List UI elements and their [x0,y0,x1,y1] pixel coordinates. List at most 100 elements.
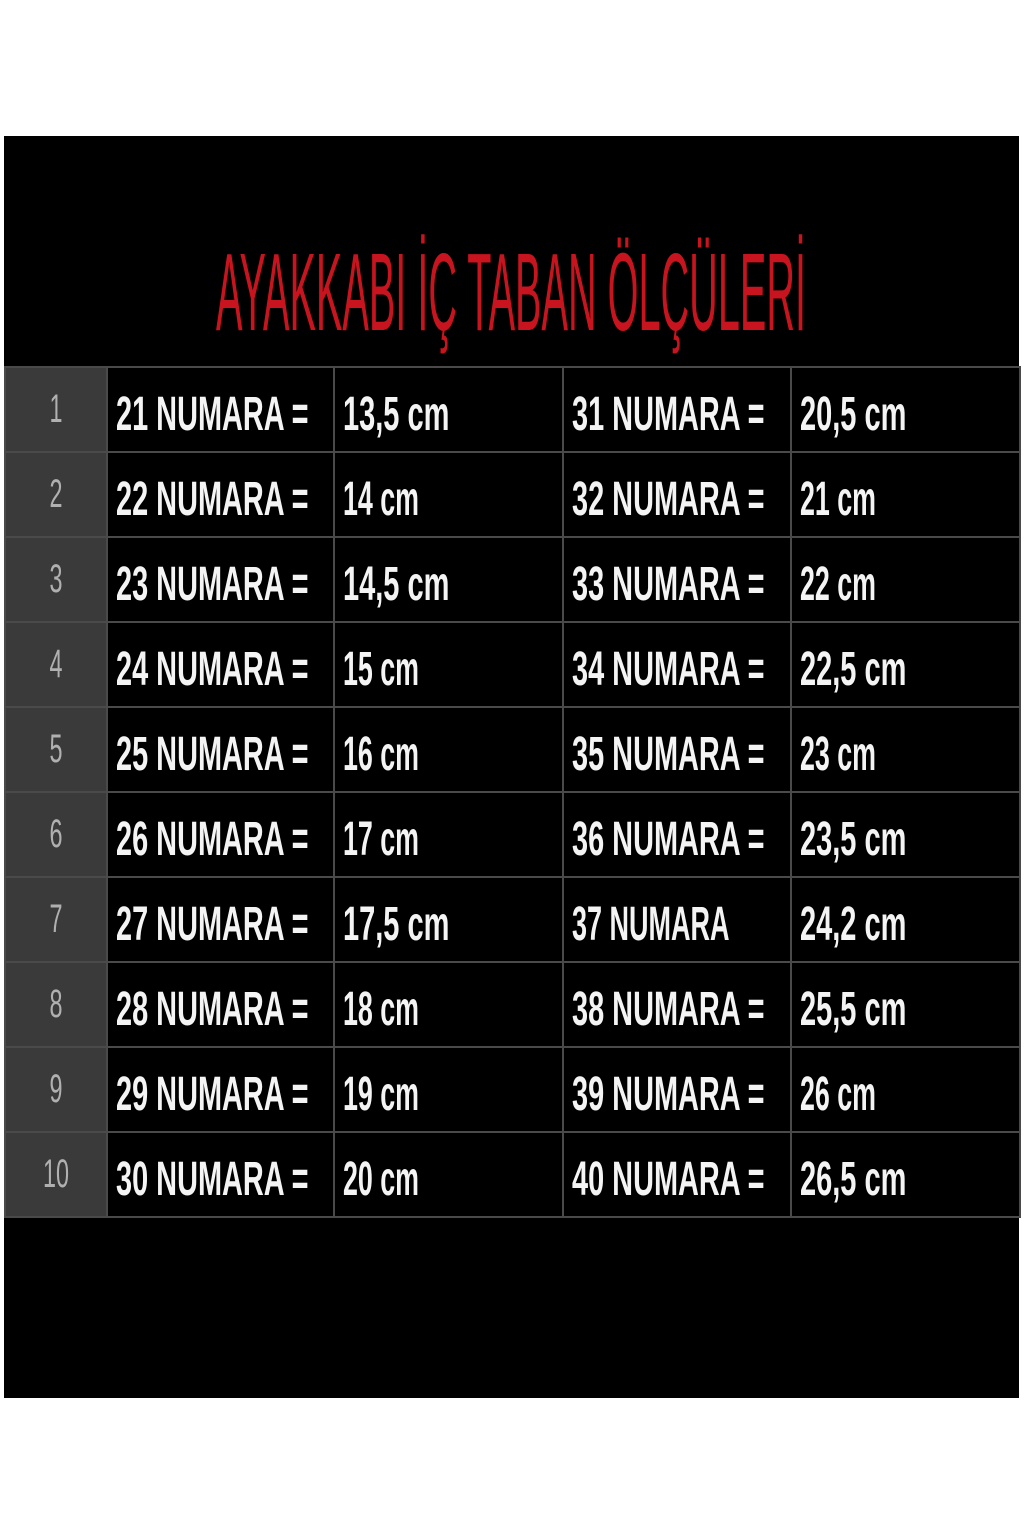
shoe-size-cell: 38 NUMARA = [562,961,792,1048]
shoe-size-cell: 31 NUMARA = [562,366,792,453]
insole-length-graphic: 14,5 cm [343,558,449,611]
insole-length-graphic: 19 cm [343,1068,419,1121]
shoe-size: 33 NUMARA = [572,558,765,611]
insole-length: 20 cm [343,1153,419,1206]
insole-length-graphic: 20 cm [343,1153,419,1206]
shoe-size-cell: 32 NUMARA = [562,451,792,538]
insole-length-graphic: 22 cm [800,558,876,611]
insole-length-cell: 22,5 cm [790,621,1021,708]
shoe-size-cell: 22 NUMARA = [106,451,335,538]
table-row: 9 29 NUMARA = 19 cm 39 NUMARA = 26 cm [4,1046,1021,1133]
shoe-size-graphic: 30 NUMARA = [116,1153,309,1206]
insole-length: 25,5 cm [800,983,906,1036]
insole-length-cell: 25,5 cm [790,961,1021,1048]
table-row: 8 28 NUMARA = 18 cm 38 NUMARA = 25,5 cm [4,961,1021,1048]
shoe-size: 22 NUMARA = [116,473,309,526]
row-index-cell: 10 [4,1131,108,1218]
shoe-size: 38 NUMARA = [572,983,765,1036]
row-index-graphic: 7 [50,897,63,941]
shoe-size-graphic: 31 NUMARA = [572,388,765,441]
shoe-size-graphic: 40 NUMARA = [572,1153,765,1206]
shoe-size: 21 NUMARA = [116,388,309,441]
shoe-size: 40 NUMARA = [572,1153,765,1206]
shoe-size: 35 NUMARA = [572,728,765,781]
insole-length: 18 cm [343,983,419,1036]
row-index-cell: 5 [4,706,108,793]
row-index: 3 [50,557,63,601]
shoe-size: 34 NUMARA = [572,643,765,696]
shoe-size: 36 NUMARA = [572,813,765,866]
shoe-size-cell: 29 NUMARA = [106,1046,335,1133]
row-index-cell: 1 [4,366,108,453]
shoe-size-cell: 33 NUMARA = [562,536,792,623]
insole-length-graphic: 22,5 cm [800,643,906,696]
shoe-size-cell: 21 NUMARA = [106,366,335,453]
insole-length-graphic: 26 cm [800,1068,876,1121]
shoe-size-graphic: 23 NUMARA = [116,558,309,611]
row-index-graphic: 2 [50,472,63,516]
shoe-size: 27 NUMARA = [116,898,309,951]
shoe-size: 24 NUMARA = [116,643,309,696]
chart-title-text: AYAKKABI İÇ TABAN ÖLÇÜLERİ [216,231,806,354]
shoe-size-cell: 39 NUMARA = [562,1046,792,1133]
insole-length-graphic: 26,5 cm [800,1153,906,1206]
insole-length-graphic: 21 cm [800,473,876,526]
insole-length: 22 cm [800,558,876,611]
row-index-graphic: 9 [50,1067,63,1111]
insole-length-graphic: 16 cm [343,728,419,781]
shoe-size-graphic: 25 NUMARA = [116,728,309,781]
row-index-cell: 9 [4,1046,108,1133]
row-index: 10 [43,1152,69,1196]
insole-length: 14,5 cm [343,558,449,611]
shoe-size: 29 NUMARA = [116,1068,309,1121]
shoe-size-graphic: 33 NUMARA = [572,558,765,611]
insole-length-cell: 18 cm [333,961,564,1048]
shoe-size-cell: 24 NUMARA = [106,621,335,708]
row-index-cell: 7 [4,876,108,963]
row-index: 9 [50,1067,63,1111]
insole-length-graphic: 24,2 cm [800,898,906,951]
shoe-size: 25 NUMARA = [116,728,309,781]
shoe-size-cell: 34 NUMARA = [562,621,792,708]
row-index-graphic: 8 [50,982,63,1026]
shoe-size-graphic: 34 NUMARA = [572,643,765,696]
shoe-size: 26 NUMARA = [116,813,309,866]
shoe-size-cell: 27 NUMARA = [106,876,335,963]
row-index-graphic: 1 [50,387,63,431]
row-index: 4 [50,642,63,686]
shoe-size-graphic: 28 NUMARA = [116,983,309,1036]
size-table: 1 21 NUMARA = 13,5 cm 31 NUMARA = 20,5 cm 2 22… [4,366,1021,1218]
insole-length-cell: 17 cm [333,791,564,878]
shoe-size-cell: 26 NUMARA = [106,791,335,878]
insole-length-graphic: 25,5 cm [800,983,906,1036]
table-row: 3 23 NUMARA = 14,5 cm 33 NUMARA = 22 cm [4,536,1021,623]
insole-length: 26 cm [800,1068,876,1121]
row-index: 7 [50,897,63,941]
table-row: 10 30 NUMARA = 20 cm 40 NUMARA = 26,5 cm [4,1131,1021,1218]
shoe-size-graphic: 37 NUMARA [572,898,730,951]
insole-length: 17,5 cm [343,898,449,951]
insole-length-graphic: 20,5 cm [800,388,906,441]
shoe-size: 23 NUMARA = [116,558,309,611]
insole-length: 26,5 cm [800,1153,906,1206]
insole-length: 16 cm [343,728,419,781]
insole-length-graphic: 15 cm [343,643,419,696]
row-index-graphic: 5 [50,727,63,771]
shoe-size-cell: 35 NUMARA = [562,706,792,793]
shoe-size-graphic: 39 NUMARA = [572,1068,765,1121]
shoe-size-cell: 30 NUMARA = [106,1131,335,1218]
insole-length: 19 cm [343,1068,419,1121]
insole-length-cell: 26 cm [790,1046,1021,1133]
shoe-size-cell: 40 NUMARA = [562,1131,792,1218]
row-index-cell: 2 [4,451,108,538]
insole-length-cell: 14 cm [333,451,564,538]
row-index-cell: 6 [4,791,108,878]
shoe-size-cell: 23 NUMARA = [106,536,335,623]
insole-length: 13,5 cm [343,388,449,441]
shoe-size: 28 NUMARA = [116,983,309,1036]
shoe-size: 31 NUMARA = [572,388,765,441]
insole-length: 14 cm [343,473,419,526]
row-index: 5 [50,727,63,771]
shoe-size-cell: 28 NUMARA = [106,961,335,1048]
insole-length: 20,5 cm [800,388,906,441]
